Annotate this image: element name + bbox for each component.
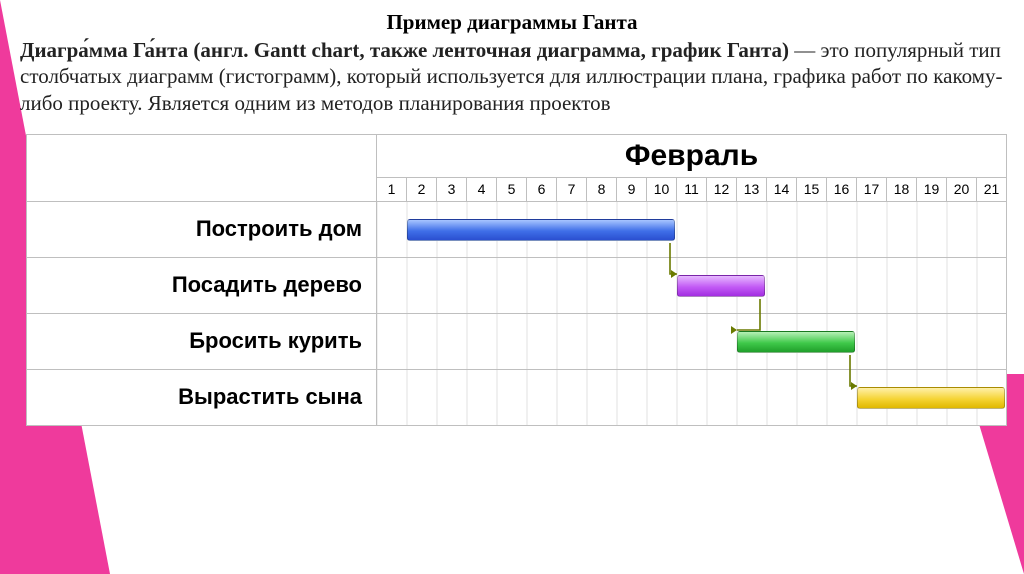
- gantt-chart-cell: [377, 369, 1007, 425]
- gantt-month-header: Февраль: [377, 134, 1007, 177]
- gantt-corner: [27, 134, 377, 201]
- gantt-day-header: 16: [827, 177, 857, 201]
- gantt-day-header: 5: [497, 177, 527, 201]
- gantt-bar: [857, 387, 1005, 409]
- gantt-chart-cell: [377, 313, 1007, 369]
- gantt-chart: Февраль 12345678910111213141516171819202…: [26, 134, 998, 426]
- gantt-bar: [407, 219, 675, 241]
- gantt-day-header: 11: [677, 177, 707, 201]
- page-title: Пример диаграммы Ганта: [20, 10, 1004, 35]
- gantt-day-header: 1: [377, 177, 407, 201]
- gantt-day-header: 18: [887, 177, 917, 201]
- gantt-day-header: 9: [617, 177, 647, 201]
- gantt-day-header: 19: [917, 177, 947, 201]
- gantt-row: Посадить дерево: [27, 257, 1007, 313]
- page-description: Диагра́мма Га́нта (англ. Gantt chart, та…: [20, 37, 1004, 116]
- gantt-bar: [677, 275, 765, 297]
- content-area: Пример диаграммы Ганта Диагра́мма Га́нта…: [0, 0, 1024, 426]
- gantt-task-label: Построить дом: [27, 201, 377, 257]
- gantt-day-header: 8: [587, 177, 617, 201]
- gantt-row: Построить дом: [27, 201, 1007, 257]
- gantt-day-header: 17: [857, 177, 887, 201]
- gantt-day-header: 20: [947, 177, 977, 201]
- gantt-day-header: 10: [647, 177, 677, 201]
- gantt-task-label: Вырастить сына: [27, 369, 377, 425]
- gantt-table: Февраль 12345678910111213141516171819202…: [26, 134, 1007, 426]
- gantt-bar: [737, 331, 855, 353]
- gantt-chart-cell: [377, 201, 1007, 257]
- gantt-day-header: 13: [737, 177, 767, 201]
- gantt-task-label: Посадить дерево: [27, 257, 377, 313]
- gantt-day-header: 3: [437, 177, 467, 201]
- gantt-day-header: 21: [977, 177, 1007, 201]
- gantt-day-header: 4: [467, 177, 497, 201]
- gantt-day-header: 12: [707, 177, 737, 201]
- gantt-day-header: 6: [527, 177, 557, 201]
- gantt-day-header: 15: [797, 177, 827, 201]
- gantt-task-label: Бросить курить: [27, 313, 377, 369]
- gantt-chart-cell: [377, 257, 1007, 313]
- gantt-day-header: 7: [557, 177, 587, 201]
- gantt-day-header: 2: [407, 177, 437, 201]
- desc-bold: Диагра́мма Га́нта (англ. Gantt chart, та…: [20, 38, 789, 62]
- gantt-row: Вырастить сына: [27, 369, 1007, 425]
- gantt-day-header: 14: [767, 177, 797, 201]
- gantt-body: Построить домПосадить деревоБросить кури…: [27, 201, 1007, 425]
- gantt-row: Бросить курить: [27, 313, 1007, 369]
